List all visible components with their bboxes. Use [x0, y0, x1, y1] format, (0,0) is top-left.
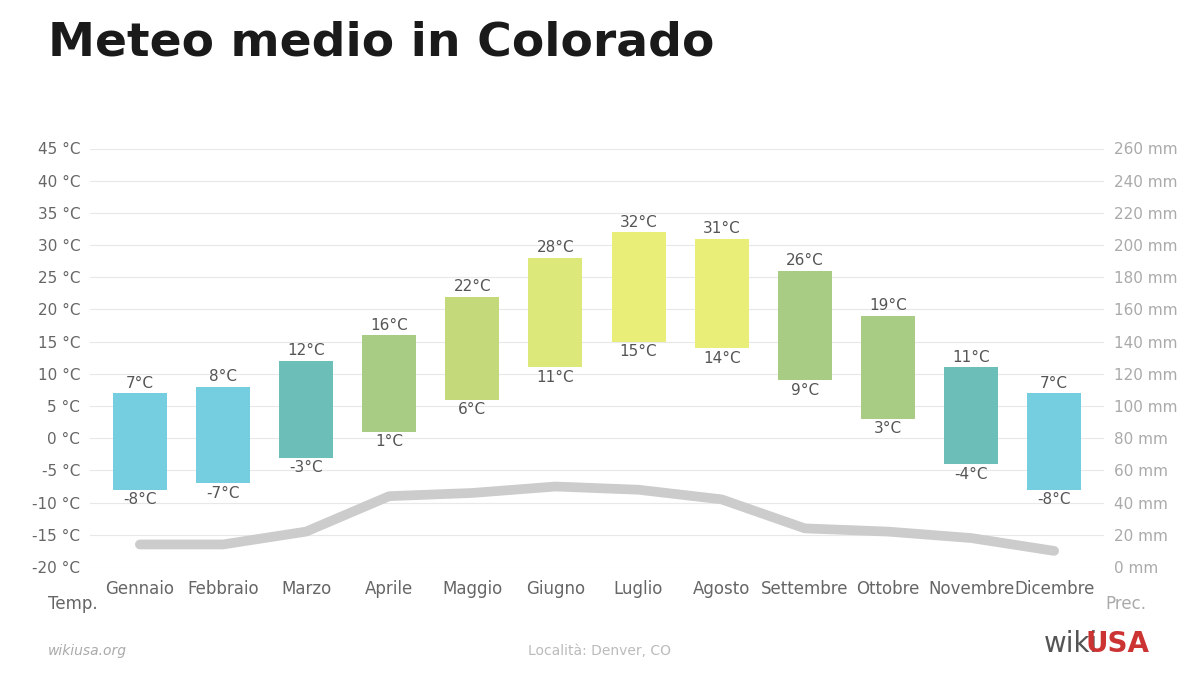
Text: -8°C: -8°C: [1037, 492, 1070, 508]
Text: Meteo medio in Colorado: Meteo medio in Colorado: [48, 20, 714, 65]
Text: 8°C: 8°C: [209, 369, 236, 384]
Bar: [612, 232, 666, 342]
Text: 6°C: 6°C: [458, 402, 486, 417]
Text: 19°C: 19°C: [869, 298, 907, 313]
Bar: [113, 393, 167, 490]
Bar: [528, 258, 582, 367]
Bar: [280, 361, 334, 458]
Bar: [778, 271, 832, 380]
Bar: [944, 367, 998, 464]
Bar: [860, 316, 914, 419]
Text: 14°C: 14°C: [703, 351, 740, 366]
Text: 31°C: 31°C: [703, 221, 740, 236]
Text: 9°C: 9°C: [791, 383, 818, 398]
Text: Temp.: Temp.: [48, 595, 97, 613]
Text: 15°C: 15°C: [619, 344, 658, 359]
Text: 28°C: 28°C: [536, 240, 575, 255]
Text: USA: USA: [1086, 630, 1150, 658]
Text: 3°C: 3°C: [874, 421, 902, 437]
Text: 12°C: 12°C: [287, 344, 325, 358]
Text: Prec.: Prec.: [1105, 595, 1146, 613]
Text: 16°C: 16°C: [371, 318, 408, 333]
Text: -8°C: -8°C: [124, 492, 157, 508]
Bar: [196, 387, 250, 483]
Text: -3°C: -3°C: [289, 460, 323, 475]
Bar: [695, 239, 749, 348]
Text: -7°C: -7°C: [206, 486, 240, 501]
Bar: [362, 335, 416, 432]
Text: 7°C: 7°C: [1040, 375, 1068, 391]
Text: wikiusa.org: wikiusa.org: [48, 644, 127, 658]
Text: 1°C: 1°C: [376, 435, 403, 450]
Text: wiki: wiki: [1044, 630, 1098, 658]
Text: 11°C: 11°C: [536, 370, 575, 385]
Text: 26°C: 26°C: [786, 253, 823, 268]
Text: 7°C: 7°C: [126, 375, 154, 391]
Text: 11°C: 11°C: [953, 350, 990, 365]
Text: 32°C: 32°C: [619, 215, 658, 230]
Bar: [1027, 393, 1081, 490]
Text: -4°C: -4°C: [954, 466, 988, 481]
Bar: [445, 296, 499, 400]
Text: Località: Denver, CO: Località: Denver, CO: [528, 644, 672, 658]
Text: 22°C: 22°C: [454, 279, 491, 294]
